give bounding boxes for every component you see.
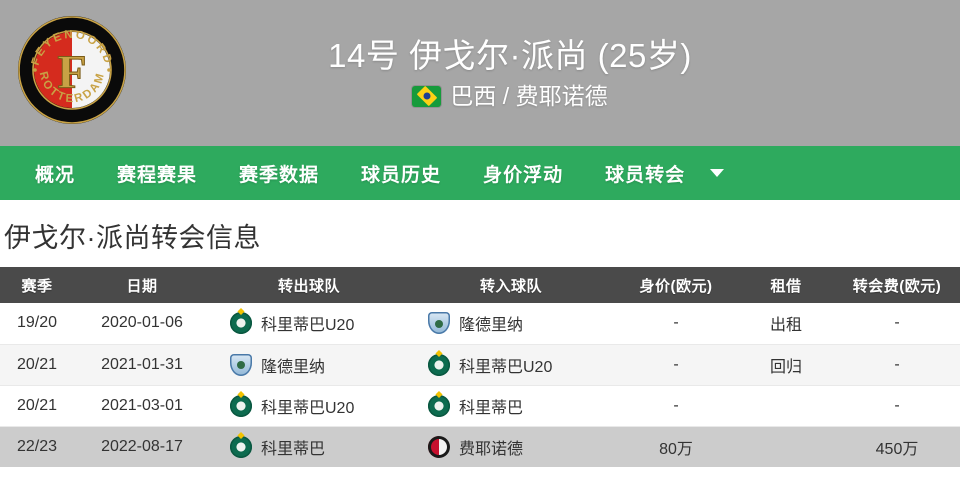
- nav-item-overview[interactable]: 概况: [35, 164, 76, 186]
- cell-season: 20/21: [0, 344, 74, 386]
- cell-fee: -: [834, 385, 960, 427]
- table-row[interactable]: 20/21 2021-01-31 隆德里纳 科里蒂巴U20 - 回归 -: [0, 344, 960, 386]
- to-team-label: 科里蒂巴U20: [459, 358, 553, 376]
- londrina-badge-icon: [428, 312, 450, 335]
- cell-from-team[interactable]: 隆德里纳: [210, 344, 408, 386]
- cell-season: 22/23: [0, 426, 74, 467]
- main-nav: 概况 赛程赛果 赛季数据 球员历史 身价浮动 球员转会: [0, 146, 960, 200]
- player-nationality-club: 巴西 / 费耶诺德: [60, 82, 960, 109]
- cell-loan: 出租: [738, 303, 834, 345]
- nav-item-transfers[interactable]: 球员转会: [605, 164, 686, 186]
- feyenoord-badge-icon: [428, 435, 450, 458]
- nav-item-fixtures[interactable]: 赛程赛果: [117, 164, 198, 186]
- table-header-row: 赛季 日期 转出球队 转入球队 身价(欧元) 租借 转会费(欧元): [0, 267, 960, 303]
- transfer-table: 赛季 日期 转出球队 转入球队 身价(欧元) 租借 转会费(欧元) 19/20 …: [0, 267, 960, 467]
- cell-market-value: -: [614, 303, 738, 345]
- from-team-label: 隆德里纳: [261, 358, 326, 376]
- to-team-label: 隆德里纳: [459, 317, 524, 335]
- coritiba-badge-icon: [428, 394, 450, 417]
- column-header-date: 日期: [74, 267, 210, 303]
- cell-market-value: 80万: [614, 426, 738, 467]
- nav-item-season-stats[interactable]: 赛季数据: [239, 164, 320, 186]
- column-header-market-value: 身价(欧元): [614, 267, 738, 303]
- cell-to-team[interactable]: 科里蒂巴U20: [408, 344, 614, 386]
- cell-season: 19/20: [0, 303, 74, 345]
- cell-loan: [738, 385, 834, 427]
- nav-item-market-value[interactable]: 身价浮动: [483, 164, 564, 186]
- player-header-text: 14号 伊戈尔·派尚 (25岁) 巴西 / 费耶诺德: [0, 39, 960, 108]
- cell-fee: 450万: [834, 426, 960, 467]
- cell-loan: [738, 426, 834, 467]
- column-header-loan: 租借: [738, 267, 834, 303]
- from-team-label: 科里蒂巴U20: [261, 399, 355, 417]
- cell-market-value: -: [614, 344, 738, 386]
- cell-date: 2021-03-01: [74, 385, 210, 427]
- to-team-label: 费耶诺德: [459, 440, 524, 458]
- cell-to-team[interactable]: 隆德里纳: [408, 303, 614, 345]
- section-title: 伊戈尔·派尚转会信息: [4, 223, 261, 253]
- cell-date: 2021-01-31: [74, 344, 210, 386]
- cell-to-team[interactable]: 费耶诺德: [408, 426, 614, 467]
- coritiba-badge-icon: [230, 394, 252, 417]
- coritiba-badge-icon: [230, 312, 252, 335]
- column-header-to-team: 转入球队: [408, 267, 614, 303]
- column-header-season: 赛季: [0, 267, 74, 303]
- cell-to-team[interactable]: 科里蒂巴: [408, 385, 614, 427]
- svg-text:F: F: [57, 46, 86, 99]
- coritiba-badge-icon: [230, 435, 252, 458]
- londrina-badge-icon: [230, 353, 252, 376]
- from-team-label: 科里蒂巴U20: [261, 317, 355, 335]
- cell-date: 2020-01-06: [74, 303, 210, 345]
- table-row[interactable]: 22/23 2022-08-17 科里蒂巴 费耶诺德 80万 450万: [0, 426, 960, 467]
- page-title: 14号 伊戈尔·派尚 (25岁): [328, 36, 692, 74]
- transfer-table-body: 19/20 2020-01-06 科里蒂巴U20 隆德里纳 - 出租 - 20/…: [0, 303, 960, 467]
- column-header-from-team: 转出球队: [210, 267, 408, 303]
- transfer-table-head: 赛季 日期 转出球队 转入球队 身价(欧元) 租借 转会费(欧元): [0, 267, 960, 303]
- cell-date: 2022-08-17: [74, 426, 210, 467]
- from-team-label: 科里蒂巴: [261, 440, 326, 458]
- cell-from-team[interactable]: 科里蒂巴U20: [210, 385, 408, 427]
- cell-fee: -: [834, 303, 960, 345]
- cell-from-team[interactable]: 科里蒂巴U20: [210, 303, 408, 345]
- cell-fee: -: [834, 344, 960, 386]
- table-row[interactable]: 20/21 2021-03-01 科里蒂巴U20 科里蒂巴 - -: [0, 385, 960, 427]
- table-row[interactable]: 19/20 2020-01-06 科里蒂巴U20 隆德里纳 - 出租 -: [0, 303, 960, 345]
- feyenoord-crest-icon: F FEYENOORD ROTTERDAM: [18, 16, 126, 124]
- nav-item-player-history[interactable]: 球员历史: [361, 164, 442, 186]
- player-header: F FEYENOORD ROTTERDAM 14号 伊戈尔·派尚 (25岁) 巴…: [0, 0, 960, 146]
- cell-loan: 回归: [738, 344, 834, 386]
- player-meta-label: 巴西 / 费耶诺德: [450, 82, 608, 109]
- cell-season: 20/21: [0, 385, 74, 427]
- chevron-down-icon[interactable]: [710, 169, 725, 177]
- brazil-flag-icon: [412, 85, 442, 107]
- coritiba-badge-icon: [428, 353, 450, 376]
- cell-market-value: -: [614, 385, 738, 427]
- column-header-fee: 转会费(欧元): [834, 267, 960, 303]
- to-team-label: 科里蒂巴: [459, 399, 524, 417]
- cell-from-team[interactable]: 科里蒂巴: [210, 426, 408, 467]
